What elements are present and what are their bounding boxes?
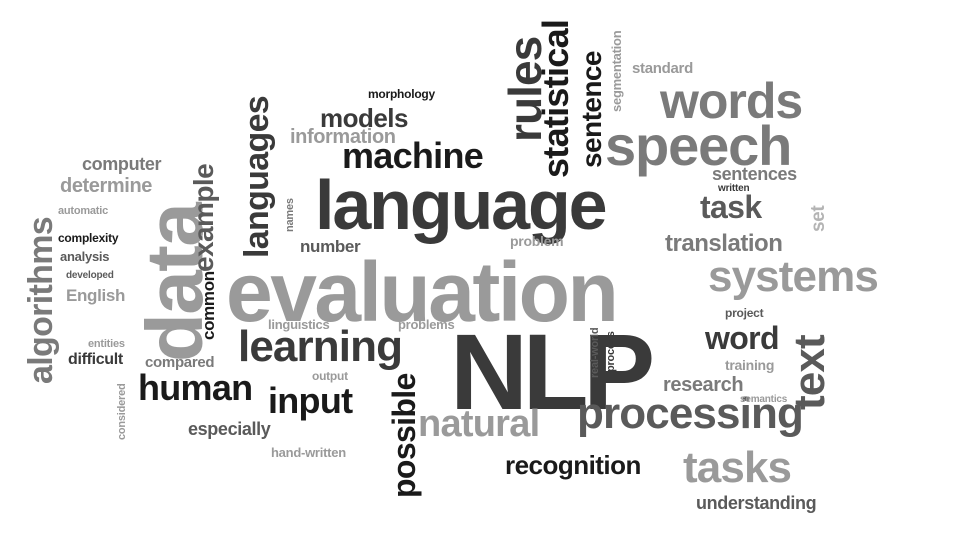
word-computer: computer: [82, 154, 162, 174]
word-task: task: [700, 189, 762, 225]
word-problem: problem: [510, 233, 564, 249]
word-statistical: statistical: [535, 19, 576, 178]
word-number: number: [300, 237, 361, 256]
word-sentences: sentences: [712, 164, 797, 184]
word-sentence: sentence: [576, 51, 607, 168]
word-output: output: [312, 369, 348, 383]
word-common: common: [199, 271, 218, 340]
word-systems: systems: [708, 252, 879, 301]
word-entities: entities: [88, 338, 125, 350]
word-tasks: tasks: [683, 443, 792, 492]
word-possible: possible: [386, 373, 422, 498]
word-names: names: [284, 198, 296, 232]
word-morphology: morphology: [368, 87, 435, 101]
word-machine: machine: [342, 135, 484, 176]
word-written: written: [718, 183, 750, 194]
word-process: process: [605, 331, 617, 372]
word-evaluation: evaluation: [226, 245, 619, 339]
word-set: set: [808, 205, 829, 232]
word-hand-written: hand-written: [271, 445, 346, 460]
word-english: English: [66, 286, 126, 305]
word-standard: standard: [632, 60, 693, 77]
word-input: input: [268, 380, 353, 421]
word-considered: considered: [116, 383, 128, 441]
word-words: words: [660, 73, 803, 129]
word-understanding: understanding: [696, 493, 817, 513]
word-especially: especially: [188, 419, 271, 439]
word-translation: translation: [665, 230, 783, 257]
word-nlp: NLP: [450, 311, 655, 432]
word-language: language: [315, 166, 608, 244]
word-word: word: [705, 320, 780, 356]
word-languages-vertical: languages: [238, 95, 276, 258]
word-project: project: [725, 306, 764, 320]
word-developed: developed: [66, 270, 114, 281]
word-processing: processing: [577, 389, 804, 438]
word-semantics: semantics: [740, 394, 788, 405]
word-models: models: [320, 103, 408, 133]
word-automatic: automatic: [58, 205, 108, 217]
word-learning: learning: [238, 322, 403, 371]
word-compared: compared: [145, 354, 215, 371]
word-algorithms: algorithms: [22, 216, 60, 384]
word-speech: speech: [605, 114, 792, 177]
word-linguistics: linguistics: [268, 317, 330, 332]
word-information: information: [290, 126, 396, 148]
word-recognition: recognition: [505, 450, 641, 480]
word-complexity: complexity: [58, 231, 119, 245]
word-training: training: [725, 357, 775, 373]
word-text: text: [785, 335, 834, 410]
word-problems: problems: [398, 317, 455, 332]
word-analysis: analysis: [60, 249, 110, 264]
word-natural: natural: [418, 403, 540, 445]
word-determine: determine: [60, 175, 152, 197]
word-example: example: [188, 163, 219, 272]
word-real-world: real-world: [589, 327, 601, 378]
word-human: human: [138, 367, 253, 408]
word-segmentation: segmentation: [609, 30, 624, 112]
word-research: research: [663, 374, 744, 396]
word-difficult: difficult: [68, 351, 123, 368]
